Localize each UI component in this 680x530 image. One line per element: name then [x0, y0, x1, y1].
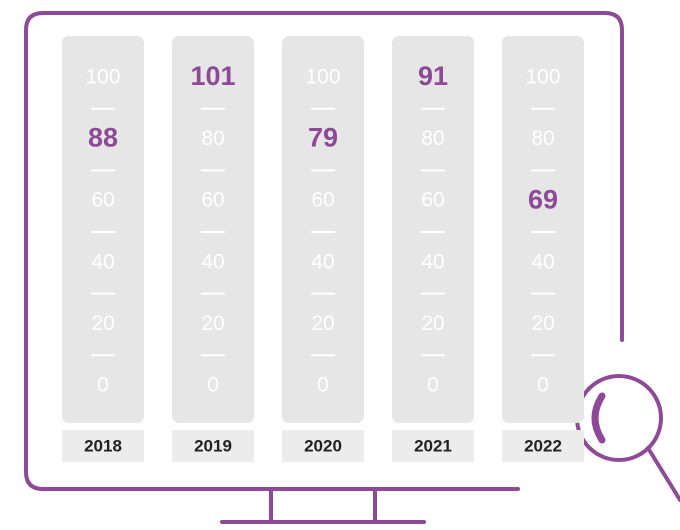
tick-label: 0: [537, 374, 549, 397]
tick-label: 0: [317, 374, 329, 397]
value-label: 101: [190, 61, 235, 91]
year-box: [62, 430, 144, 462]
tick-label: 60: [201, 189, 224, 212]
value-label: 79: [308, 123, 338, 153]
value-label: 91: [418, 61, 448, 91]
year-box: [172, 430, 254, 462]
value-label: 69: [528, 184, 558, 214]
tick-label: 40: [201, 250, 224, 273]
tick-label: 80: [421, 127, 444, 150]
column: [502, 36, 584, 423]
magnifier-handle: [646, 446, 680, 502]
tick-label: 60: [91, 189, 114, 212]
tick-label: 0: [97, 374, 109, 397]
tick-label: 80: [201, 127, 224, 150]
year-box: [282, 430, 364, 462]
column: [282, 36, 364, 423]
monitor-frame: [24, 11, 624, 491]
year-box: [502, 430, 584, 462]
value-label: 88: [88, 123, 118, 153]
tick-label: 40: [311, 250, 334, 273]
tick-label: 0: [427, 374, 439, 397]
tick-label: 40: [421, 250, 444, 273]
tick-label: 20: [421, 312, 444, 335]
year-label: 2020: [304, 436, 342, 455]
tick-label: 100: [305, 66, 340, 89]
year-box: [392, 430, 474, 462]
column: [392, 36, 474, 423]
tick-label: 60: [421, 189, 444, 212]
tick-label: 40: [91, 250, 114, 273]
tick-label: 100: [85, 66, 120, 89]
year-label: 2019: [194, 436, 232, 455]
tick-label: 60: [311, 189, 334, 212]
tick-label: 80: [531, 127, 554, 150]
tick-label: 20: [311, 312, 334, 335]
tick-label: 40: [531, 250, 554, 273]
year-label: 2018: [84, 436, 122, 455]
tick-label: 20: [91, 312, 114, 335]
tick-label: 20: [201, 312, 224, 335]
column: [172, 36, 254, 423]
year-label: 2021: [414, 436, 452, 455]
tick-label: 100: [525, 66, 560, 89]
magnifier-glint: [591, 392, 606, 444]
year-label: 2022: [524, 436, 562, 455]
tick-label: 20: [531, 312, 554, 335]
column: [62, 36, 144, 423]
tick-label: 0: [207, 374, 219, 397]
